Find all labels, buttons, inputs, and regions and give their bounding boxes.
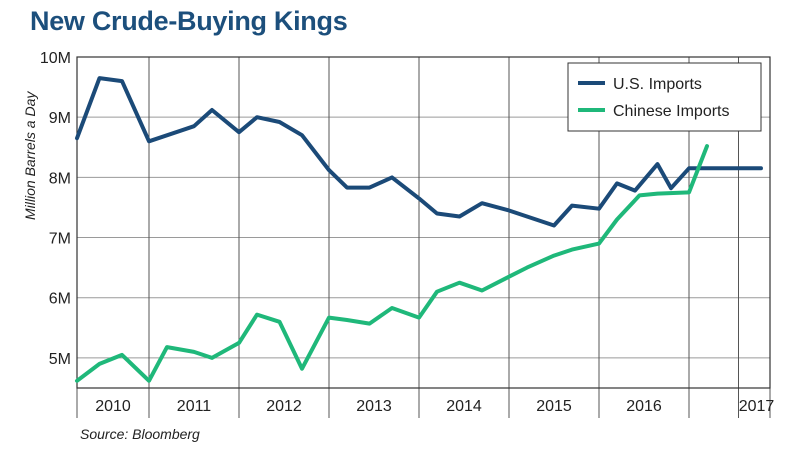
data-point <box>670 187 672 189</box>
data-point <box>256 313 258 316</box>
chart-title: New Crude-Buying Kings <box>30 6 348 36</box>
x-tick-label: 2015 <box>536 398 572 415</box>
y-tick-labels: 5M 6M 7M 8M 9M 10M <box>40 50 71 368</box>
vertical-gridlines <box>76 57 771 418</box>
data-point <box>346 319 348 321</box>
data-point <box>418 316 420 319</box>
x-tick-label: 2016 <box>626 398 662 415</box>
data-point <box>616 182 618 185</box>
series-line-chinese-imports <box>75 144 709 383</box>
legend-box <box>567 62 762 132</box>
data-point <box>328 316 330 319</box>
data-point <box>211 357 213 359</box>
legend: U.S. Imports Chinese Imports <box>567 62 762 132</box>
data-point <box>656 192 659 195</box>
y-tick-label: 7M <box>49 231 71 248</box>
data-point <box>553 254 555 257</box>
data-point <box>278 321 281 323</box>
data-point <box>301 134 303 137</box>
y-tick-label: 5M <box>49 351 71 368</box>
series-lines <box>75 76 763 383</box>
x-tick-label: 2012 <box>266 398 302 415</box>
data-point <box>238 342 240 344</box>
y-tick-label: 9M <box>49 110 71 127</box>
data-point <box>211 109 213 111</box>
data-point <box>706 167 708 170</box>
series-line-u-s-imports <box>75 76 763 228</box>
data-point <box>193 125 195 128</box>
data-point <box>458 281 461 284</box>
data-point <box>553 224 555 227</box>
data-point <box>688 167 690 170</box>
data-point <box>256 116 258 118</box>
data-point <box>508 209 510 212</box>
data-point <box>238 131 240 134</box>
y-tick-label: 6M <box>49 291 71 308</box>
data-point <box>98 77 101 79</box>
data-point <box>436 290 438 293</box>
legend-label: Chinese Imports <box>613 103 730 120</box>
data-point <box>346 186 348 189</box>
data-point <box>418 197 420 200</box>
data-point <box>148 379 150 382</box>
data-point <box>508 275 510 278</box>
data-point <box>76 137 78 140</box>
data-point <box>301 367 303 370</box>
x-tick-label: 2017 <box>739 398 775 415</box>
data-point <box>526 215 528 218</box>
data-point <box>436 212 438 215</box>
data-point <box>598 242 600 245</box>
legend-label: U.S. Imports <box>613 76 702 93</box>
data-point <box>458 215 461 218</box>
data-point <box>166 346 168 348</box>
source-note: Source: Bloomberg <box>80 426 200 442</box>
plot-frame <box>76 56 771 389</box>
data-point <box>391 307 393 309</box>
data-point <box>328 169 330 171</box>
data-point <box>656 163 659 165</box>
data-point <box>688 191 690 194</box>
data-point <box>571 248 573 251</box>
data-point <box>368 186 371 189</box>
data-point <box>278 121 281 123</box>
data-point <box>368 322 371 325</box>
data-point <box>598 207 600 210</box>
data-point <box>760 167 762 170</box>
data-point <box>193 351 195 353</box>
data-point <box>391 176 393 179</box>
data-point <box>148 140 150 143</box>
x-tick-label: 2011 <box>177 398 212 415</box>
data-point <box>481 289 483 292</box>
data-point <box>634 189 636 192</box>
x-tick-label: 2014 <box>446 398 482 415</box>
data-point <box>98 363 101 365</box>
x-tick-labels: 2010 2011 2012 2013 2014 2015 2016 2017 <box>95 398 774 415</box>
y-tick-label: 10M <box>40 50 71 67</box>
data-point <box>571 204 573 207</box>
data-point <box>76 379 78 382</box>
x-tick-label: 2010 <box>95 398 131 415</box>
x-tick-label: 2013 <box>356 398 392 415</box>
y-tick-label: 8M <box>49 170 71 187</box>
data-point <box>121 354 123 356</box>
data-point <box>481 202 483 205</box>
data-point <box>706 145 708 147</box>
data-point <box>638 194 641 197</box>
data-point <box>121 80 123 82</box>
data-point <box>526 266 528 269</box>
data-point <box>616 218 618 221</box>
